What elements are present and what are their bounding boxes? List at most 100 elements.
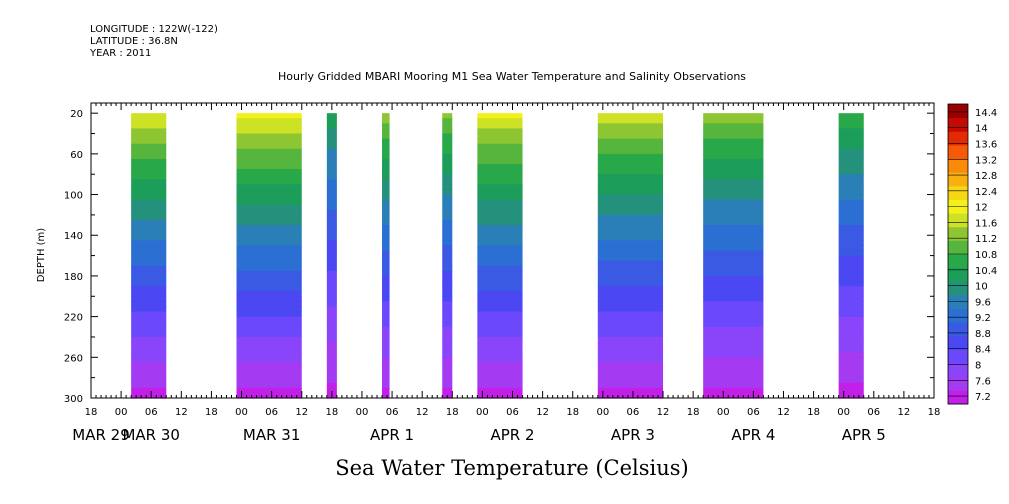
temperature-cell: [131, 225, 167, 231]
temperature-cell: [597, 204, 664, 211]
y-tick-label: 20: [70, 109, 83, 120]
temperature-cell: [326, 260, 337, 267]
temperature-cell: [477, 321, 523, 328]
temperature-cell: [838, 265, 864, 272]
temperature-cell: [477, 174, 523, 180]
temperature-cell: [477, 158, 523, 165]
temperature-cell: [838, 179, 864, 185]
temperature-cell: [131, 342, 167, 348]
temperature-cell: [703, 158, 764, 165]
temperature-cell: [597, 240, 664, 247]
temperature-cell: [442, 174, 453, 180]
temperature-cell: [442, 164, 453, 170]
temperature-cell: [477, 184, 523, 191]
temperature-cell: [442, 158, 453, 165]
temperature-cell: [236, 286, 302, 292]
temperature-cell: [131, 219, 167, 226]
temperature-cell: [442, 291, 453, 297]
temperature-cell: [236, 311, 302, 318]
date-label: APR 1: [370, 426, 414, 444]
temperature-cell: [236, 138, 302, 145]
temperature-cell: [477, 240, 523, 247]
temperature-cell: [703, 240, 764, 247]
x-tick-label: 18: [687, 407, 700, 418]
temperature-cell: [442, 336, 453, 343]
colorbar-swatch: [948, 104, 968, 119]
colorbar-label: 7.6: [975, 376, 991, 387]
colorbar-label: 11.2: [975, 234, 997, 245]
temperature-cell: [597, 316, 664, 323]
temperature-cell: [703, 174, 764, 180]
colorbar-swatch: [948, 172, 968, 187]
temperature-cell: [597, 143, 664, 150]
colorbar-label: 8: [975, 361, 981, 372]
temperature-cell: [382, 219, 390, 226]
temperature-cell: [382, 372, 390, 379]
x-tick-label: 12: [777, 407, 790, 418]
temperature-cell: [597, 199, 664, 206]
temperature-cell: [326, 169, 337, 175]
temperature-cell: [382, 179, 390, 185]
temperature-cell: [382, 235, 390, 241]
x-tick-label: 18: [807, 407, 820, 418]
date-label: APR 2: [490, 426, 534, 444]
colorbar-swatch: [948, 308, 968, 323]
temperature-cell: [597, 301, 664, 308]
temperature-cell: [382, 392, 390, 399]
temperature-cell: [597, 306, 664, 313]
colorbar-label: 12: [975, 203, 988, 214]
temperature-cell: [131, 326, 167, 333]
temperature-cell: [442, 306, 453, 313]
temperature-cell: [597, 123, 664, 130]
colorbar-label: 13.2: [975, 155, 997, 166]
temperature-cell: [477, 275, 523, 282]
temperature-cell: [597, 118, 664, 124]
data-segment: [597, 113, 664, 399]
temperature-cell: [477, 209, 523, 216]
temperature-cell: [838, 133, 864, 140]
temperature-cell: [838, 352, 864, 358]
temperature-cell: [703, 184, 764, 191]
temperature-cell: [703, 245, 764, 252]
temperature-cell: [597, 255, 664, 262]
temperature-cell: [326, 281, 337, 287]
temperature-cell: [703, 265, 764, 272]
temperature-cell: [382, 214, 390, 221]
temperature-cell: [382, 270, 390, 277]
temperature-cell: [236, 342, 302, 348]
temperature-cell: [442, 382, 453, 389]
temperature-cell: [236, 225, 302, 231]
temperature-cell: [477, 250, 523, 257]
x-tick-label: 06: [627, 407, 640, 418]
temperature-cell: [326, 199, 337, 206]
temperature-cell: [236, 316, 302, 323]
temperature-cell: [442, 301, 453, 308]
temperature-cell: [236, 164, 302, 170]
temperature-cell: [703, 250, 764, 257]
temperature-cell: [597, 235, 664, 241]
temperature-cell: [442, 296, 453, 302]
colorbar-swatch: [948, 185, 968, 200]
temperature-cell: [597, 158, 664, 165]
temperature-cell: [131, 158, 167, 165]
colorbar-swatch: [948, 363, 968, 378]
temperature-cell: [382, 174, 390, 180]
temperature-cell: [131, 275, 167, 282]
temperature-cell: [382, 250, 390, 257]
temperature-cell: [838, 148, 864, 155]
temperature-cell: [703, 270, 764, 277]
data-segment: [131, 113, 167, 399]
colorbar-swatch: [948, 281, 968, 296]
temperature-cell: [477, 118, 523, 124]
temperature-cell: [838, 164, 864, 170]
x-tick-label: 18: [205, 407, 218, 418]
temperature-cell: [703, 342, 764, 348]
temperature-cell: [382, 128, 390, 135]
temperature-cell: [597, 311, 664, 318]
temperature-cell: [382, 230, 390, 236]
temperature-cell: [703, 316, 764, 323]
temperature-cell: [477, 153, 523, 160]
temperature-cell: [326, 336, 337, 343]
temperature-cell: [131, 174, 167, 180]
temperature-cell: [597, 352, 664, 358]
